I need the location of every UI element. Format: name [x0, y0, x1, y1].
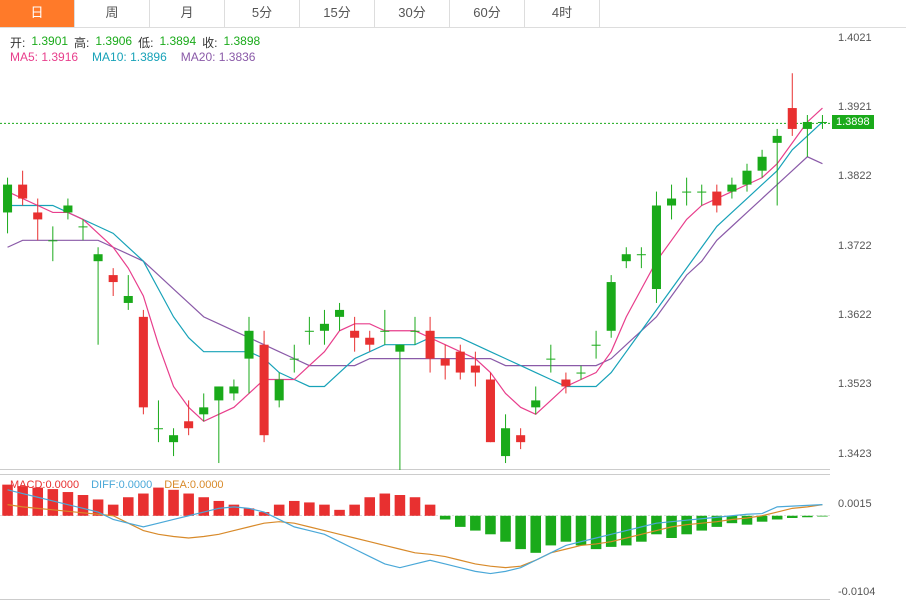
price-chart[interactable] [0, 28, 830, 470]
current-price-badge: 1.3898 [832, 115, 874, 129]
price-tick: 1.3822 [838, 170, 872, 182]
tab-15分[interactable]: 15分 [300, 0, 375, 27]
tab-日[interactable]: 日 [0, 0, 75, 27]
tab-30分[interactable]: 30分 [375, 0, 450, 27]
price-tick: 1.3921 [838, 101, 872, 113]
tab-4时[interactable]: 4时 [525, 0, 600, 27]
macd-tick: 0.0015 [838, 498, 872, 510]
price-tick: 1.3622 [838, 309, 872, 321]
macd-tick: -0.0104 [838, 586, 875, 598]
tab-月[interactable]: 月 [150, 0, 225, 27]
tab-周[interactable]: 周 [75, 0, 150, 27]
tab-5分[interactable]: 5分 [225, 0, 300, 27]
price-y-axis: 1.4021 1.3921 1.3898 1.3822 1.3722 1.3622 1.35… [830, 28, 906, 470]
price-tick: 1.3523 [838, 378, 872, 390]
price-tick: 1.3722 [838, 240, 872, 252]
tab-60分[interactable]: 60分 [450, 0, 525, 27]
macd-y-axis: 0.0015 -0.0104 [830, 474, 906, 600]
price-tick: 1.4021 [838, 32, 872, 44]
macd-panel[interactable]: MACD:0.0000DIFF:0.0000DEA:0.0000 [0, 474, 830, 600]
timeframe-tabs: 日周月5分15分30分60分4时 [0, 0, 906, 28]
price-tick: 1.3423 [838, 448, 872, 460]
